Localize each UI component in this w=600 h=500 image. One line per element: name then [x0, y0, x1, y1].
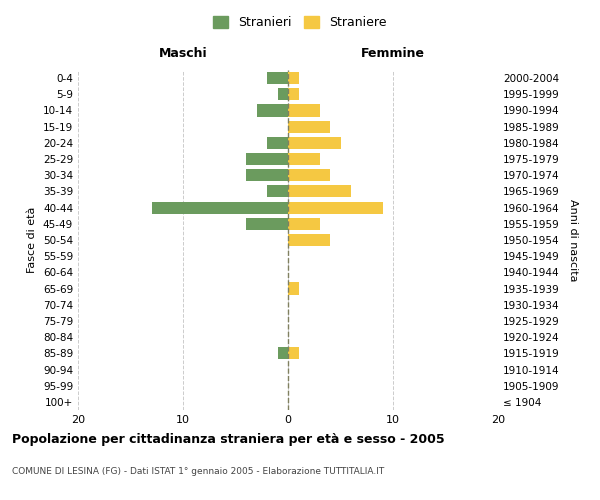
Bar: [288, 104, 320, 117]
Bar: [246, 218, 288, 230]
Bar: [288, 137, 341, 149]
Bar: [277, 88, 288, 101]
Bar: [288, 186, 351, 198]
Bar: [288, 348, 299, 360]
Y-axis label: Anni di nascita: Anni di nascita: [568, 198, 578, 281]
Bar: [257, 104, 288, 117]
Bar: [151, 202, 288, 213]
Legend: Stranieri, Straniere: Stranieri, Straniere: [208, 11, 392, 34]
Bar: [288, 234, 330, 246]
Text: COMUNE DI LESINA (FG) - Dati ISTAT 1° gennaio 2005 - Elaborazione TUTTITALIA.IT: COMUNE DI LESINA (FG) - Dati ISTAT 1° ge…: [12, 468, 384, 476]
Bar: [246, 153, 288, 165]
Bar: [267, 137, 288, 149]
Text: Maschi: Maschi: [158, 47, 208, 60]
Text: Popolazione per cittadinanza straniera per età e sesso - 2005: Popolazione per cittadinanza straniera p…: [12, 432, 445, 446]
Y-axis label: Fasce di età: Fasce di età: [28, 207, 37, 273]
Bar: [288, 169, 330, 181]
Text: Femmine: Femmine: [361, 47, 425, 60]
Bar: [288, 282, 299, 294]
Bar: [288, 88, 299, 101]
Bar: [267, 72, 288, 84]
Bar: [246, 169, 288, 181]
Bar: [288, 72, 299, 84]
Bar: [288, 153, 320, 165]
Bar: [288, 120, 330, 132]
Bar: [267, 186, 288, 198]
Bar: [288, 202, 383, 213]
Bar: [288, 218, 320, 230]
Bar: [277, 348, 288, 360]
